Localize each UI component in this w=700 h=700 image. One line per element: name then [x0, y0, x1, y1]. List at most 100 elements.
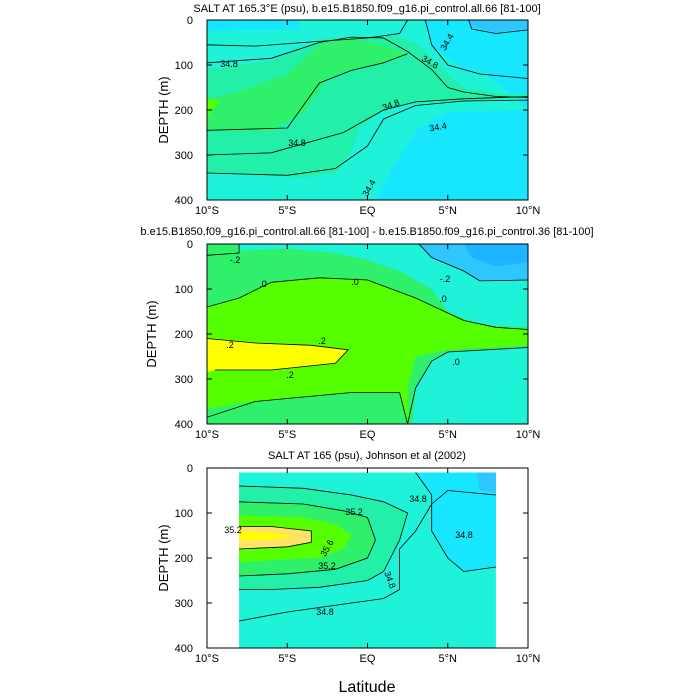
panel-1-contour-fill-8: [207, 98, 220, 117]
panel-3-contour-label-2: 35.2: [345, 507, 363, 517]
panel-1-ticks: 10°S 5°S EQ 5°N 10°N 0 100 200 300 400: [175, 15, 541, 217]
panel-2-xtick-label-0: 10°S: [195, 429, 219, 441]
panel-2-contour-fill-8: [463, 244, 528, 267]
panel-2-contour-fill-4: [207, 277, 528, 424]
panel-2-ticks: 10°S 5°S EQ 5°N 10°N 0 100 200 300 400: [175, 239, 541, 441]
panel-2-fills: [207, 244, 528, 424]
panel-1-contour-fill-5: [468, 20, 528, 33]
panel-3-contour-fill-5: [239, 531, 296, 540]
panel-3-ylabel: DEPTH (m): [156, 524, 171, 591]
panel-3-contour-fill-6: [415, 472, 496, 572]
panel-2-contour-label-6: .2: [318, 336, 326, 346]
panel-2-lines: -.2 .0 .0 .0 -.2 .2 .2 .2 .0: [207, 244, 528, 424]
panel-3-contour-label-1: 35.2: [224, 525, 242, 535]
panel-2-ytick-label-3: 300: [175, 374, 193, 386]
panel-3-xtick-label-3: 5°N: [439, 653, 458, 665]
panel-3-nodata-right: [496, 468, 528, 648]
panel-1-fills: [207, 20, 528, 200]
panel-2-ytick-label-4: 400: [175, 419, 193, 431]
panel-1-contour-line-4: [207, 99, 528, 176]
panel-1-xtick-label-1: 5°S: [278, 205, 296, 217]
panel-2-contour-label-3: .0: [439, 294, 447, 304]
panel-2-xtick-label-1: 5°S: [278, 429, 296, 441]
panel-1-xtick-label-2: EQ: [360, 205, 376, 217]
panel-2-contour-line-3: [207, 338, 350, 371]
panel-2-xtick-label-4: 10°N: [516, 429, 541, 441]
panel-2-contour-label-1: .0: [259, 279, 267, 289]
panel-1-contour-line-0: [207, 20, 408, 47]
panel-2-ylabel: DEPTH (m): [144, 300, 159, 367]
panel-3-lines: 34.835.235.234.835.635.234.834.8: [224, 472, 496, 622]
panel-2-contour-label-7: .2: [286, 370, 294, 380]
panel-1-contour-line-2: [207, 53, 408, 131]
panel-1-ytick-label-0: 0: [187, 15, 193, 27]
panel-2-ytick-label-1: 100: [175, 284, 193, 296]
panel-model-salinity: SALT AT 165.3°E (psu), b.e15.B1850.f09_g…: [156, 3, 541, 217]
panel-2-contour-line-4: [418, 244, 528, 282]
panel-3-ytick-label-0: 0: [187, 463, 193, 475]
panel-1-xtick-label-0: 10°S: [195, 205, 219, 217]
panel-1-ytick-label-3: 300: [175, 150, 193, 162]
panel-3-nodata-left: [207, 468, 239, 648]
panel-2-contour-label-0: -.2: [230, 255, 241, 265]
panel-2-contour-label-8: .0: [452, 357, 460, 367]
x-axis-label: Latitude: [339, 679, 396, 696]
panel-difference: b.e15.B1850.f09_g16.pi_control.all.66 [8…: [140, 226, 593, 441]
panel-3-ytick-label-2: 200: [175, 553, 193, 565]
panel-3-ytick-label-3: 300: [175, 598, 193, 610]
panel-1-contour-fill-1: [207, 20, 299, 32]
panel-3-xtick-label-4: 10°N: [516, 653, 541, 665]
panel-3-contour-line-1: [239, 501, 376, 577]
panel-2-contour-label-5: .2: [226, 340, 234, 350]
panel-2-ytick-label-0: 0: [187, 239, 193, 251]
panel-3-xtick-label-1: 5°S: [278, 653, 296, 665]
panel-3-title: SALT AT 165 (psu), Johnson et al (2002): [268, 450, 466, 462]
panel-2-xtick-label-2: EQ: [360, 429, 376, 441]
panel-1-contour-label-4: 34.4: [428, 121, 447, 134]
panel-2-contour-label-2: .0: [351, 277, 359, 287]
panel-3-xtick-label-2: EQ: [360, 653, 376, 665]
panel-1-contour-fill-7: [207, 38, 408, 131]
panel-3-contour-line-3: [239, 490, 496, 622]
panel-1-ylabel: DEPTH (m): [156, 76, 171, 143]
panel-1-title: SALT AT 165.3°E (psu), b.e15.B1850.f09_g…: [193, 3, 540, 15]
panel-3-ytick-label-1: 100: [175, 508, 193, 520]
panel-2-ytick-label-2: 200: [175, 329, 193, 341]
panel-2-contour-line-5: [407, 347, 528, 424]
panel-1-contour-fill-6: [207, 35, 528, 178]
panel-2-contour-line-0: [207, 244, 240, 256]
panel-1-contour-line-6: [468, 20, 528, 34]
panel-1-ytick-label-4: 400: [175, 195, 193, 207]
panel-1-contour-fill-4: [425, 20, 528, 79]
panel-3-contour-line-0: [239, 485, 409, 590]
panel-observed-salinity: SALT AT 165 (psu), Johnson et al (2002) …: [156, 450, 540, 665]
panel-3-contour-fill-7: [476, 472, 496, 493]
panel-2-contour-label-4: -.2: [440, 274, 451, 284]
panel-1-contour-line-3: [207, 96, 528, 156]
panel-3-contour-label-5: 35.2: [318, 561, 336, 571]
panel-3-contour-label-0: 34.8: [409, 494, 427, 504]
panel-3-ticks: 10°S 5°S EQ 5°N 10°N 0 100 200 300 400: [175, 463, 541, 665]
panel-2-title: b.e15.B1850.f09_g16.pi_control.all.66 [8…: [140, 226, 593, 238]
panel-1-contour-fill-3: [380, 112, 528, 200]
panel-3-contour-label-3: 34.8: [455, 530, 473, 540]
panel-2-contour-fill-6: [207, 338, 349, 373]
panel-1-ytick-label-1: 100: [175, 60, 193, 72]
panel-1-contour-line-5: [424, 20, 528, 79]
panel-1-ytick-label-2: 200: [175, 105, 193, 117]
panel-2-contour-fill-5: [207, 392, 408, 424]
panel-1-contour-label-1: 34.8: [220, 59, 238, 69]
panel-1-xtick-label-3: 5°N: [439, 205, 458, 217]
panel-2-contour-line-2: [207, 392, 408, 424]
panel-3-ytick-label-4: 400: [175, 643, 193, 655]
panel-1-contour-line-1: [207, 36, 528, 98]
panel-2-contour-fill-2: [412, 347, 528, 424]
panel-3-xtick-label-0: 10°S: [195, 653, 219, 665]
panel-3-contour-line-4: [415, 472, 496, 572]
panel-2-contour-line-1: [207, 277, 528, 330]
panel-2-contour-fill-3: [207, 244, 240, 256]
panel-3-contour-line-2: [239, 526, 312, 550]
panel-2-xtick-label-3: 5°N: [439, 429, 458, 441]
panel-1-contour-label-5: 34.8: [288, 138, 306, 148]
